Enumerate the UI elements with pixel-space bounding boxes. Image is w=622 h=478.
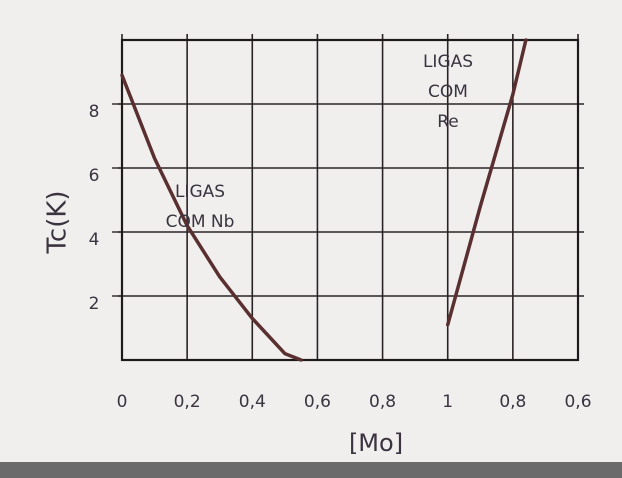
x-tick-label: 0,6 (564, 392, 591, 412)
y-axis-label: Tc(K) (43, 190, 73, 254)
x-tick-label: 1 (442, 392, 453, 412)
y-tick-label: 6 (89, 166, 100, 186)
x-axis-label: [Mo] (349, 429, 403, 457)
x-tick-label: 0,2 (174, 392, 201, 412)
annotation: COM Nb (166, 212, 235, 232)
x-tick-label: 0,8 (499, 392, 526, 412)
annotation: LIGAS (423, 52, 473, 72)
series-line (445, 38, 528, 327)
plot-frame (120, 38, 580, 362)
y-tick-label: 8 (89, 102, 100, 122)
annotation: COM (428, 82, 468, 102)
annotation: Re (437, 112, 459, 132)
series-line (120, 73, 303, 362)
x-tick-label: 0,6 (304, 392, 331, 412)
y-tick-label: 4 (89, 230, 100, 250)
x-tick-label: 0 (117, 392, 128, 412)
x-tick-label: 0,8 (369, 392, 396, 412)
x-tick-label: 0,4 (239, 392, 266, 412)
y-tick-label: 2 (89, 294, 100, 314)
annotation: LIGAS (175, 182, 225, 202)
